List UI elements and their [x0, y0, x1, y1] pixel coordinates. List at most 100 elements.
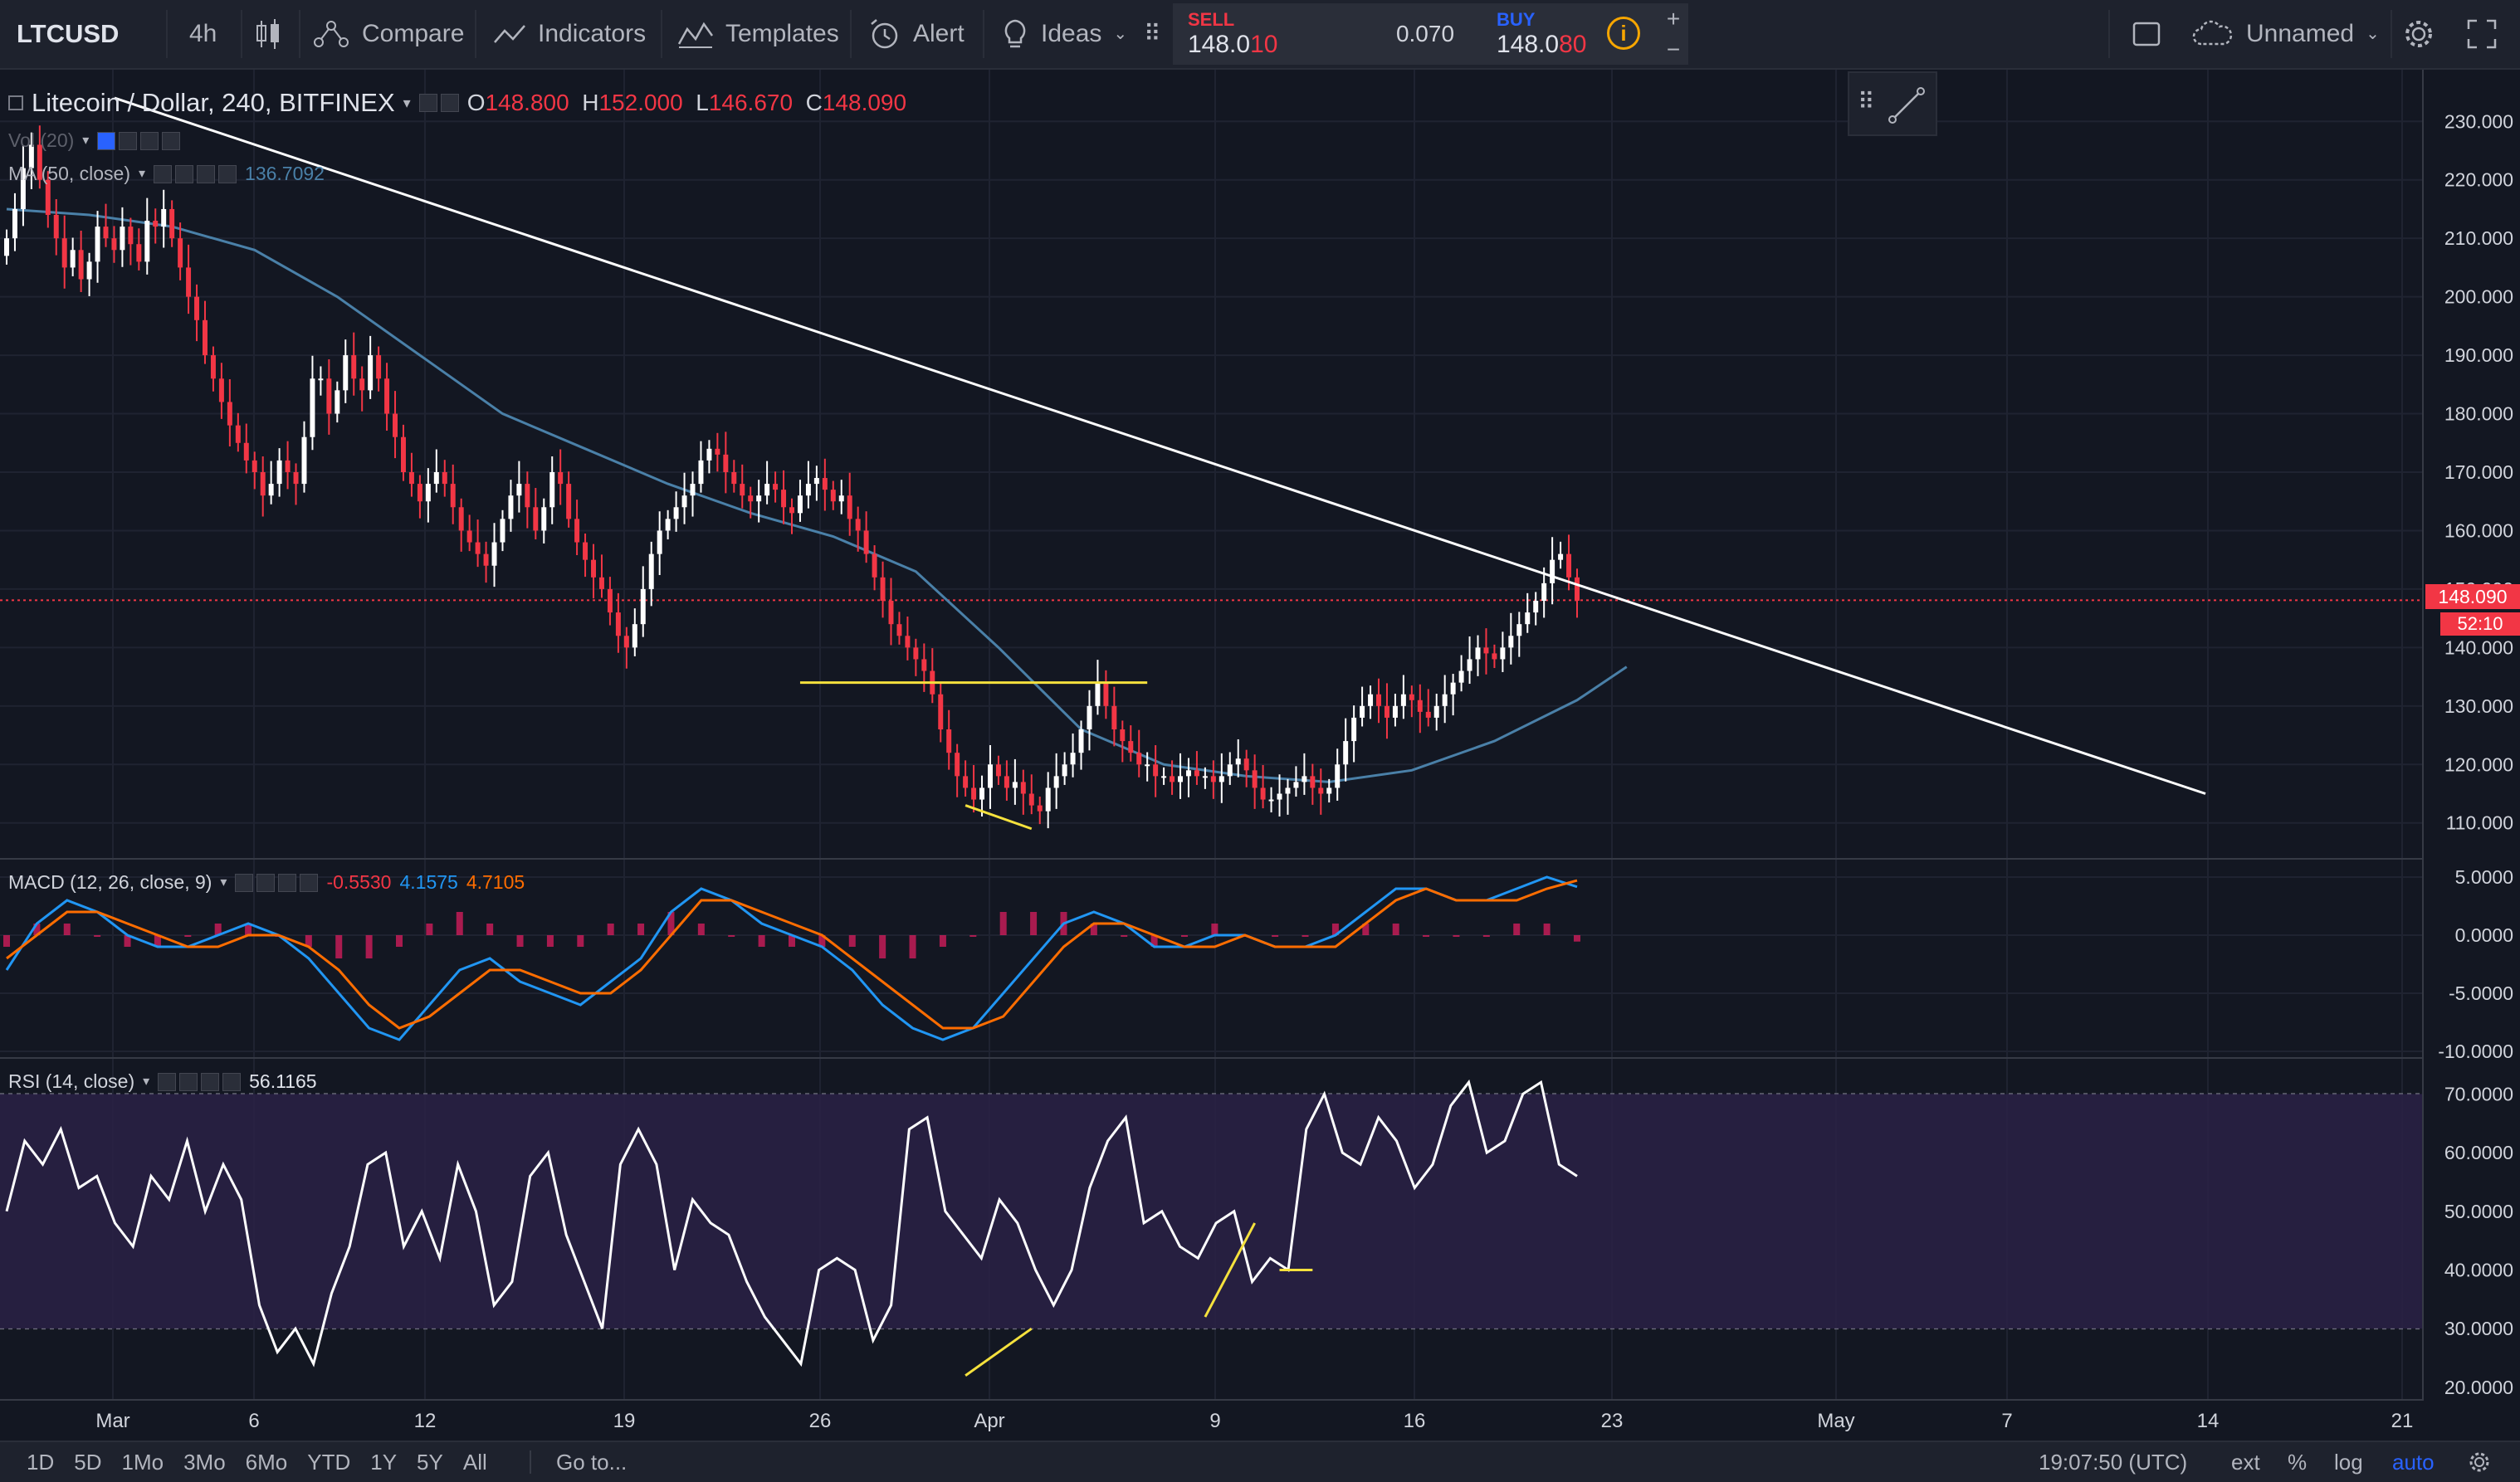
fullscreen-button[interactable]: [2465, 0, 2498, 68]
utc-clock[interactable]: 19:07:50 (UTC): [2039, 1449, 2188, 1475]
eye-icon[interactable]: [154, 164, 173, 183]
macd-histogram-bar: [214, 924, 222, 935]
gear-icon[interactable]: [256, 873, 276, 892]
toolbar-divider: [241, 10, 242, 58]
drag-handle-icon[interactable]: ⠿: [1144, 0, 1161, 68]
macd-histogram-bar: [1574, 935, 1580, 942]
fullscreen-layout-button[interactable]: [2132, 0, 2161, 68]
range-button-3mo[interactable]: 3Mo: [183, 1449, 226, 1475]
pane-separator[interactable]: [0, 858, 2424, 860]
gear-icon[interactable]: [179, 1072, 198, 1091]
ohlc-values: O148.800 H152.000 L146.670 C148.090: [466, 90, 907, 115]
ma-buttons[interactable]: [154, 164, 237, 183]
templates-button[interactable]: Templates: [677, 0, 839, 68]
candle-body: [45, 179, 51, 215]
percent-toggle[interactable]: %: [2288, 1449, 2308, 1475]
candle-body: [218, 378, 224, 402]
candle-body: [623, 636, 629, 648]
pane-separator[interactable]: [0, 1057, 2424, 1059]
chevron-down-icon: ▾: [220, 875, 227, 890]
ma-legend[interactable]: MA (50, close) ▾ 136.7092: [8, 163, 325, 185]
range-button-5d[interactable]: 5D: [74, 1449, 102, 1475]
gear-icon[interactable]: [119, 131, 138, 150]
templates-icon: [677, 22, 714, 48]
candle-body: [285, 460, 291, 472]
range-button-5y[interactable]: 5Y: [417, 1449, 443, 1475]
settings-button[interactable]: [2402, 0, 2435, 68]
legend-buttons[interactable]: [418, 94, 459, 112]
buy-button[interactable]: BUY 148.080: [1482, 3, 1678, 65]
volume-legend[interactable]: Vol (20) ▾: [8, 129, 181, 152]
candle-body: [1302, 776, 1307, 782]
plus-icon[interactable]: [197, 164, 216, 183]
log-toggle[interactable]: log: [2334, 1449, 2363, 1475]
close-icon[interactable]: [218, 164, 237, 183]
candle-body: [483, 553, 489, 566]
quantity-stepper[interactable]: + −: [1658, 3, 1688, 65]
save-layout-button[interactable]: Unnamed ⌄: [2191, 0, 2380, 68]
interval-selector[interactable]: 4h: [189, 20, 217, 47]
plus-icon[interactable]: [140, 131, 159, 150]
chevron-down-icon[interactable]: ▾: [403, 95, 411, 111]
alert-button[interactable]: Alert: [868, 0, 965, 68]
auto-toggle[interactable]: auto: [2392, 1449, 2435, 1475]
gear-icon[interactable]: [440, 94, 459, 112]
range-button-1y[interactable]: 1Y: [370, 1449, 398, 1475]
close-icon[interactable]: [300, 873, 319, 892]
sell-button[interactable]: SELL 148.010: [1170, 3, 1369, 65]
macd-histogram-bar: [94, 935, 101, 937]
candle-body: [86, 261, 92, 280]
collapse-icon[interactable]: [8, 95, 23, 110]
gear-icon[interactable]: [175, 164, 194, 183]
macd-histogram-bar: [1150, 935, 1158, 947]
volume-buttons[interactable]: [97, 131, 181, 150]
info-icon[interactable]: i: [1607, 17, 1640, 50]
rsi-buttons[interactable]: [158, 1072, 242, 1091]
range-button-all[interactable]: All: [462, 1449, 487, 1475]
plus-button[interactable]: +: [1666, 5, 1681, 32]
eye-icon[interactable]: [418, 94, 437, 112]
indicators-button[interactable]: Indicators: [493, 0, 646, 68]
range-button-1d[interactable]: 1D: [27, 1449, 55, 1475]
spread-value: 0.070: [1369, 3, 1482, 65]
drawing-annotations[interactable]: [114, 96, 2206, 831]
ideas-button[interactable]: Ideas ⌄: [1001, 0, 1127, 68]
rsi-legend[interactable]: RSI (14, close) ▾ 56.1165: [8, 1070, 317, 1093]
close-icon[interactable]: [222, 1072, 242, 1091]
candle-body: [425, 484, 431, 502]
candle-body: [1450, 682, 1456, 695]
range-button-1mo[interactable]: 1Mo: [121, 1449, 164, 1475]
minus-button[interactable]: −: [1666, 36, 1681, 62]
time-tick-label: 7: [2001, 1410, 2012, 1432]
macd-label: MACD (12, 26, close, 9): [8, 871, 212, 893]
chart-style-button[interactable]: [254, 0, 282, 68]
candle-body: [615, 612, 621, 636]
range-button-6mo[interactable]: 6Mo: [245, 1449, 288, 1475]
macd-histogram-bar: [1272, 935, 1279, 937]
candle-body: [12, 208, 17, 239]
candle-body: [508, 495, 514, 519]
eye-icon[interactable]: [158, 1072, 177, 1091]
goto-button[interactable]: Go to...: [556, 1449, 628, 1475]
trendline-tool-icon[interactable]: [1886, 85, 1927, 126]
range-button-ytd[interactable]: YTD: [307, 1449, 351, 1475]
symbol-search[interactable]: LTCUSD: [17, 19, 120, 48]
compare-button[interactable]: Compare: [312, 0, 464, 68]
plus-icon[interactable]: [201, 1072, 220, 1091]
macd-buttons[interactable]: [235, 873, 319, 892]
macd-histogram-bar: [184, 935, 192, 937]
candle-body: [756, 495, 762, 502]
ext-toggle[interactable]: ext: [2231, 1449, 2260, 1475]
chart-title[interactable]: Litecoin / Dollar, 240, BITFINEX: [32, 88, 395, 117]
gear-icon: [2469, 1452, 2489, 1472]
eye-icon[interactable]: [97, 131, 116, 150]
eye-icon[interactable]: [235, 873, 254, 892]
chart-canvas[interactable]: 110.000120.000130.000140.000150.000160.0…: [0, 70, 2520, 1441]
close-icon[interactable]: [162, 131, 181, 150]
candle-body: [1004, 776, 1009, 788]
grip-dots-icon[interactable]: ⠿: [1858, 89, 1875, 115]
settings-button[interactable]: [2467, 1442, 2492, 1482]
macd-legend[interactable]: MACD (12, 26, close, 9) ▾ -0.5530 4.1575…: [8, 871, 525, 894]
drawing-toolbar[interactable]: ⠿: [1848, 71, 1937, 136]
plus-icon[interactable]: [278, 873, 297, 892]
